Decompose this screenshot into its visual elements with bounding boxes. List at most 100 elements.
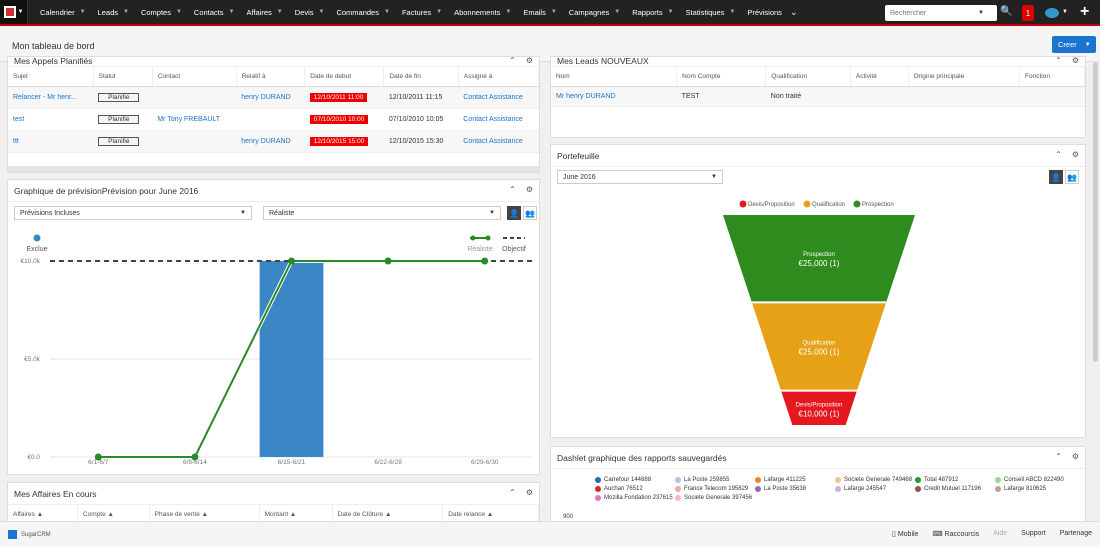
- funnel-segment[interactable]: [781, 391, 857, 425]
- report-legend-item[interactable]: Carrefour 144888: [595, 477, 675, 483]
- column-header[interactable]: Relatif à: [236, 67, 306, 87]
- nav-item-10[interactable]: Campagnes ▼: [563, 8, 626, 17]
- forecast-scenario-select[interactable]: Réaliste ▼: [263, 206, 501, 220]
- column-header[interactable]: Date de Clôture ▲: [332, 505, 444, 521]
- report-legend-item[interactable]: Total 487912: [915, 477, 995, 483]
- legend-swatch[interactable]: [803, 200, 811, 208]
- nav-item-7[interactable]: Factures ▼: [396, 8, 448, 17]
- funnel-segment[interactable]: [723, 215, 915, 302]
- collapse-icon[interactable]: ⌃: [1055, 150, 1062, 159]
- realistic-point[interactable]: [288, 257, 295, 265]
- realistic-point[interactable]: [384, 257, 392, 265]
- legend-realistic-label[interactable]: Réaliste: [467, 246, 492, 253]
- report-legend-item[interactable]: Conseil ABCD 822490: [995, 477, 1075, 483]
- gear-icon[interactable]: ⚙: [1071, 150, 1079, 159]
- report-legend-item[interactable]: Lafarge 411225: [755, 477, 835, 483]
- nav-item-2[interactable]: Comptes ▼: [135, 8, 188, 17]
- horizontal-scrollbar[interactable]: [8, 166, 539, 172]
- page-scrollbar[interactable]: [1093, 62, 1098, 362]
- group-icon[interactable]: 👥: [1065, 170, 1079, 184]
- nav-item-9[interactable]: Emails ▼: [517, 8, 562, 17]
- related-link[interactable]: [236, 108, 305, 131]
- report-legend-item[interactable]: Auchan 76512: [595, 486, 675, 492]
- call-subject-link[interactable]: test: [8, 108, 94, 131]
- user-icon[interactable]: 👤: [507, 206, 521, 220]
- column-header[interactable]: Date relance ▲: [442, 505, 539, 521]
- footer-link-mobile[interactable]: ▯ Mobile: [892, 530, 918, 538]
- nav-item-6[interactable]: Commandes ▼: [330, 8, 395, 17]
- legend-excluded-swatch[interactable]: [33, 234, 41, 242]
- collapse-icon[interactable]: ⌃: [509, 488, 516, 497]
- nav-item-11[interactable]: Rapports ▼: [626, 8, 679, 17]
- column-header[interactable]: Nom: [551, 67, 678, 87]
- legend-label[interactable]: Devis/Proposition: [748, 202, 795, 208]
- legend-swatch[interactable]: [739, 200, 747, 208]
- forecast-type-select[interactable]: Prévisions Incluses ▼: [14, 206, 252, 220]
- legend-objective-label[interactable]: Objectif: [502, 246, 526, 253]
- column-header[interactable]: Compte ▲: [77, 505, 150, 521]
- search-icon[interactable]: 🔍: [1000, 6, 1013, 17]
- notification-badge[interactable]: 1: [1022, 5, 1034, 21]
- report-legend-item[interactable]: Credit Mutuel 117196: [915, 486, 995, 492]
- column-header[interactable]: Nom Compte: [676, 67, 767, 87]
- column-header[interactable]: Assigné à: [458, 67, 539, 87]
- column-header[interactable]: Affaires ▲: [8, 505, 78, 521]
- call-subject-link[interactable]: Relancer - Mr henr...: [8, 86, 94, 109]
- gear-icon[interactable]: ⚙: [525, 56, 533, 65]
- footer-link-support[interactable]: Support: [1021, 530, 1046, 538]
- column-header[interactable]: Date de fin: [383, 67, 459, 87]
- column-header[interactable]: Montant ▲: [259, 505, 333, 521]
- assigned-user-link[interactable]: Contact Assistance: [458, 86, 539, 109]
- contact-link[interactable]: [152, 130, 237, 153]
- realistic-point[interactable]: [481, 257, 489, 265]
- create-button[interactable]: Creer ▼: [1052, 36, 1096, 53]
- gear-icon[interactable]: ⚙: [525, 185, 533, 194]
- search-input[interactable]: [890, 9, 978, 17]
- forecast-bar[interactable]: [259, 261, 324, 457]
- group-icon[interactable]: 👥: [523, 206, 537, 220]
- chevron-down-icon[interactable]: ▼: [978, 10, 984, 16]
- column-header[interactable]: Activité: [850, 67, 909, 87]
- collapse-icon[interactable]: ⌃: [509, 185, 516, 194]
- report-legend-item[interactable]: La Poste 259855: [675, 477, 755, 483]
- contact-link[interactable]: [152, 86, 237, 109]
- report-legend-item[interactable]: France Telecom 195829: [675, 486, 755, 492]
- nav-item-0[interactable]: Calendrier ▼: [34, 8, 92, 17]
- footer-link-raccourcis[interactable]: ⌨ Raccourcis: [932, 530, 979, 538]
- report-legend-item[interactable]: Mozilla Fondation 237615: [595, 495, 675, 501]
- user-icon[interactable]: 👤: [1049, 170, 1063, 184]
- call-subject-link[interactable]: ttt: [8, 130, 94, 153]
- realistic-point[interactable]: [94, 453, 102, 461]
- avatar[interactable]: [1045, 8, 1059, 18]
- collapse-icon[interactable]: ⌃: [1055, 56, 1062, 65]
- quick-create-icon[interactable]: +: [1080, 3, 1090, 20]
- legend-label[interactable]: Qualification: [812, 202, 845, 208]
- column-header[interactable]: Date de debut: [304, 67, 385, 87]
- realistic-point[interactable]: [191, 453, 199, 461]
- more-chevron-icon[interactable]: ⌄: [789, 6, 798, 17]
- nav-item-1[interactable]: Leads ▼: [92, 8, 135, 17]
- footer-link-partenage[interactable]: Partenage: [1060, 530, 1092, 538]
- contact-link[interactable]: Mr Tony FREBAULT: [152, 108, 237, 131]
- funnel-segment[interactable]: [752, 303, 886, 390]
- column-header[interactable]: Statut: [93, 67, 153, 87]
- gear-icon[interactable]: ⚙: [1071, 452, 1079, 461]
- nav-item-13[interactable]: Prévisions: [741, 8, 788, 17]
- report-legend-item[interactable]: Lafarge 245547: [835, 486, 915, 492]
- column-header[interactable]: Fonction: [1019, 67, 1085, 87]
- column-header[interactable]: Qualification: [765, 67, 851, 87]
- related-link[interactable]: henry DURAND: [236, 130, 305, 153]
- gear-icon[interactable]: ⚙: [1071, 56, 1079, 65]
- column-header[interactable]: Phase de vente ▲: [149, 505, 260, 521]
- footer-logo[interactable]: SugarCRM: [8, 530, 51, 539]
- nav-item-4[interactable]: Affaires ▼: [240, 8, 288, 17]
- assigned-user-link[interactable]: Contact Assistance: [458, 108, 539, 131]
- report-legend-item[interactable]: Societe Generale 397456: [675, 495, 755, 501]
- footer-link-aide[interactable]: Aide: [993, 530, 1007, 538]
- collapse-icon[interactable]: ⌃: [1055, 452, 1062, 461]
- assigned-user-link[interactable]: Contact Assistance: [458, 130, 539, 153]
- chevron-down-icon[interactable]: ▼: [1062, 9, 1068, 15]
- legend-swatch[interactable]: [853, 200, 861, 208]
- app-logo[interactable]: ▼: [0, 0, 28, 24]
- related-link[interactable]: henry DURAND: [236, 86, 305, 109]
